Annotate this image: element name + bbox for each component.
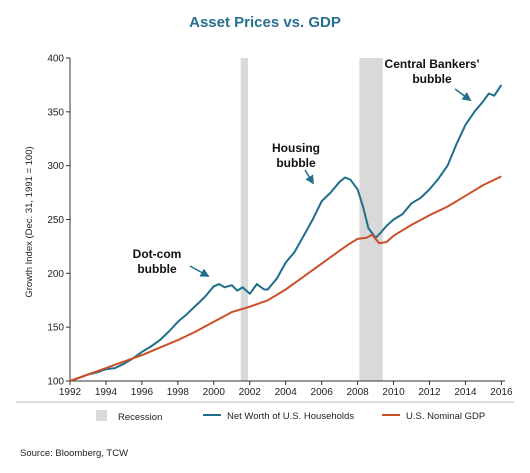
- annotation-arrow: [189, 265, 210, 277]
- x-tick-label: 2010: [382, 387, 405, 398]
- recession-bands: [240, 58, 383, 381]
- legend-label: Recession: [118, 412, 162, 423]
- annotation-label: Housing: [272, 141, 320, 155]
- annotation-arrow: [454, 88, 472, 102]
- x-tick-label: 2006: [311, 387, 334, 398]
- annotation-label: bubble: [137, 262, 177, 276]
- source-note: Source: Bloomberg, TCW: [20, 448, 128, 459]
- x-tick-label: 2008: [346, 387, 369, 398]
- recession-band-2: [359, 58, 383, 381]
- series-line-net-worth: [69, 84, 503, 382]
- annotation-label: Central Bankers': [385, 57, 480, 71]
- annotation-label: bubble: [276, 156, 316, 170]
- y-tick-label: 400: [47, 54, 64, 65]
- y-tick-label: 300: [47, 161, 64, 172]
- y-tick-label: 250: [47, 215, 64, 226]
- legend: Recession Net Worth of U.S. Households U.S…: [96, 410, 485, 423]
- axes: 100 150 200 250 300 350 400 1992 1994 1996 1998 200…: [47, 54, 513, 399]
- legend-swatch-recession: [96, 410, 107, 421]
- annotation-label: bubble: [412, 72, 452, 86]
- y-tick-label: 350: [47, 107, 64, 118]
- x-tick-label: 1992: [59, 387, 82, 398]
- x-tick-label: 1998: [167, 387, 190, 398]
- series-lines: [69, 84, 503, 382]
- x-tick-label: 2014: [454, 387, 477, 398]
- y-axis-label: Growth Index (Dec. 31, 1991 = 100): [24, 146, 35, 297]
- x-tick-label: 2016: [490, 387, 513, 398]
- x-tick-label: 2000: [203, 387, 226, 398]
- annotation-arrow: [304, 169, 314, 185]
- legend-label: Net Worth of U.S. Households: [227, 411, 354, 422]
- recession-band-1: [240, 58, 248, 381]
- y-tick-label: 150: [47, 323, 64, 334]
- x-tick-label: 2012: [418, 387, 441, 398]
- x-tick-label: 1994: [95, 387, 118, 398]
- y-tick-label: 100: [47, 377, 64, 388]
- annotation-label: Dot-com: [133, 247, 182, 261]
- chart-title: Asset Prices vs. GDP: [189, 14, 341, 31]
- series-line-nominal-gdp: [69, 175, 502, 382]
- x-tick-label: 1996: [131, 387, 154, 398]
- legend-label: U.S. Nominal GDP: [406, 411, 485, 422]
- y-tick-label: 200: [47, 269, 64, 280]
- x-tick-label: 2002: [239, 387, 262, 398]
- x-tick-label: 2004: [275, 387, 298, 398]
